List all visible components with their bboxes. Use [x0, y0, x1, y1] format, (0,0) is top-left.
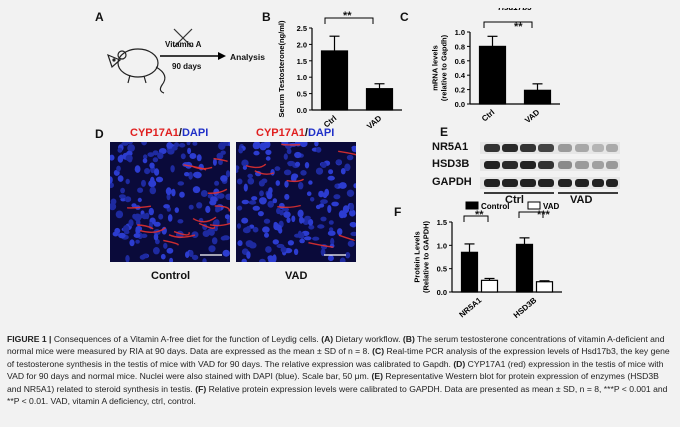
figure-caption: FIGURE 1 | Consequences of a Vitamin A-f…: [7, 334, 670, 407]
workflow-diagram: [107, 28, 226, 94]
vitamin-a-label: Vitamin A: [165, 40, 202, 49]
y-tick-label: 1.5: [297, 57, 307, 66]
blot-group-vad: VAD: [570, 194, 593, 206]
y-axis-label: (relative to Gapdh): [440, 34, 449, 101]
x-tick-label: VAD: [365, 114, 383, 130]
significance-f-nr5a1: **: [475, 209, 484, 221]
significance-f-hsd3b: ***: [537, 209, 550, 221]
legend-swatch-control: [465, 201, 479, 210]
panel-a-letter: A: [95, 10, 104, 24]
bar: [320, 50, 349, 111]
micrograph-control: [110, 142, 230, 262]
blot-row-hsd3b: [480, 159, 620, 171]
significance-bracket: [483, 21, 533, 28]
analysis-label: Analysis: [230, 52, 265, 62]
y-axis-label: mRNA levels: [431, 45, 440, 91]
cross-icon: [173, 28, 193, 48]
y-tick-label: 1.0: [455, 28, 465, 37]
significance-bracket: [518, 211, 544, 218]
bar: [365, 88, 394, 111]
significance-bracket: [324, 17, 374, 24]
y-axis-label: Serum Testosterone(ng/ml): [277, 20, 286, 117]
blot-row-gapdh: [480, 177, 620, 189]
legend-label-vad: VAD: [543, 202, 560, 211]
panel-b-letter: B: [262, 10, 271, 24]
stain-label-control: CYP17A1/DAPI: [130, 127, 209, 139]
legend-swatch-vad: [527, 201, 541, 210]
panel-e-letter: E: [440, 125, 449, 139]
stain-label-vad: CYP17A1/DAPI: [256, 127, 335, 139]
blot-row-nr5a1: [480, 142, 620, 154]
x-tick-label: Ctrl: [480, 108, 496, 124]
vad-label: VAD: [285, 270, 308, 282]
panel-f-letter: F: [394, 205, 402, 219]
significance-bracket: [463, 215, 489, 222]
protein-levels-chart: 0.0 0.5 1.0 1.5 Protein Levels (Relative to G…: [413, 201, 562, 320]
y-tick-label: 1.0: [437, 241, 447, 250]
y-tick-label: 1.0: [297, 73, 307, 82]
x-tick-label: VAD: [523, 108, 541, 126]
x-tick-label: NR5A1: [457, 295, 483, 319]
y-tick-label: 2.5: [297, 24, 307, 33]
hsd17b3-chart: 0.0 0.2 0.4 0.6 0.8 1.0 mRNA levels (relative t…: [431, 8, 560, 126]
y-tick-label: 0.0: [455, 100, 465, 109]
bar: [478, 45, 507, 105]
bar: [523, 89, 552, 105]
chart-title: Hsd17b3: [498, 8, 532, 12]
y-tick-label: 2.0: [297, 40, 307, 49]
y-tick-label: 0.0: [297, 106, 307, 115]
y-tick-label: 0.4: [455, 71, 466, 80]
blot-label-gapdh: GAPDH: [432, 176, 472, 188]
x-tick-label: HSD3B: [512, 296, 539, 320]
legend-label-control: Control: [481, 202, 509, 211]
significance-b: **: [343, 10, 352, 22]
bar: [515, 243, 534, 293]
y-tick-label: 1.5: [437, 218, 447, 227]
panel-c-letter: C: [400, 10, 409, 24]
blot-label-hsd3b: HSD3B: [432, 158, 470, 170]
micrograph-vad: [236, 142, 356, 262]
blot-group-ctrl: Ctrl: [505, 194, 524, 206]
y-tick-label: 0.5: [297, 90, 307, 99]
y-tick-label: 0.6: [455, 57, 465, 66]
mouse-icon: [107, 48, 166, 94]
bar: [480, 279, 499, 293]
control-label: Control: [151, 270, 191, 282]
y-tick-label: 0.8: [455, 42, 465, 51]
bar: [460, 251, 479, 293]
y-axis-label: (Relative to GAPDH): [422, 220, 431, 293]
blot-label-nr5a1: NR5A1: [432, 141, 469, 153]
panel-d-letter: D: [95, 127, 104, 141]
y-tick-label: 0.0: [437, 288, 447, 297]
duration-label: 90 days: [172, 62, 202, 71]
y-tick-label: 0.2: [455, 86, 465, 95]
y-axis-label: Protein Levels: [413, 231, 422, 282]
significance-c: **: [514, 21, 523, 33]
y-tick-label: 0.5: [437, 265, 447, 274]
testosterone-chart: 0.0 0.5 1.0 1.5 2.0 2.5 Serum Testosterone(ng/…: [277, 17, 402, 130]
bar: [535, 281, 554, 293]
